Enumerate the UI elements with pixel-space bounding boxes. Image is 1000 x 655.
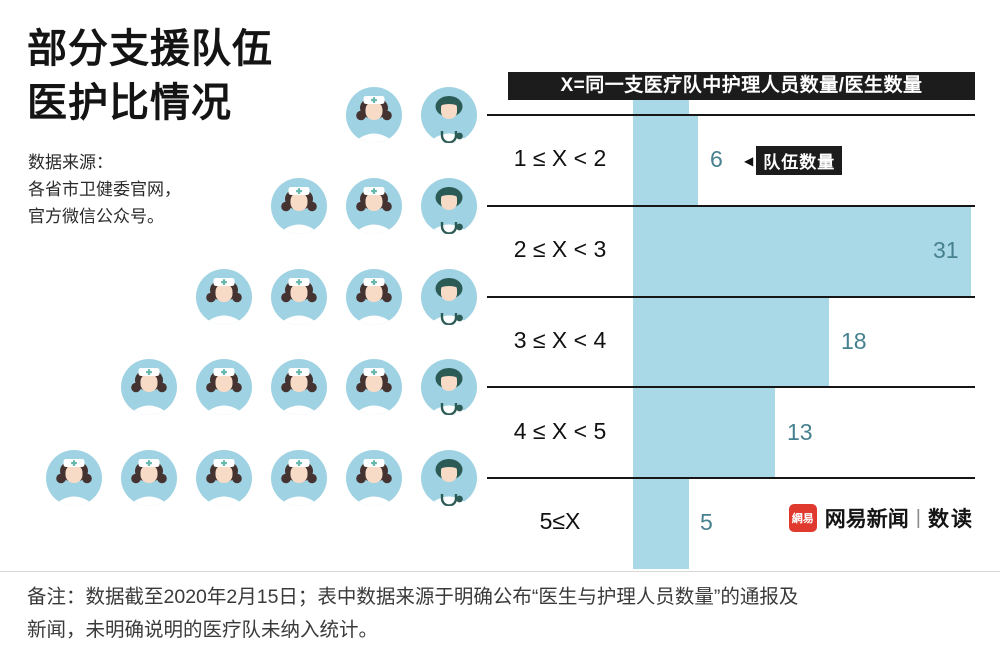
brand-divider-mark: | [915,506,921,529]
netease-logo-icon: 網易 [788,504,817,532]
footer-divider [0,571,1000,572]
brand-footer: 網易 网易新闻 | 数读 [788,503,974,533]
doctor-avatar-icon [421,269,477,325]
nurse-avatar-icon [196,269,252,325]
annotation-badge: ◀ 队伍数量 [744,146,843,175]
nurse-avatar-icon [196,359,252,415]
source-line: 数据来源： [28,153,113,172]
nurse-avatar-icon [271,269,327,325]
category-label: 4 ≤ X < 5 [513,417,607,444]
page-title: 部分支援队伍 医护比情况 [27,22,273,130]
source-line: 官方微信公众号。 [28,207,164,226]
left-arrow-icon: ◀ [744,153,754,168]
nurse-avatar-icon [121,359,177,415]
nurse-avatar-icon [346,178,402,234]
category-label: 5≤X [539,508,581,535]
bar-value: 18 [841,327,867,354]
nurse-avatar-icon [271,178,327,234]
doctor-avatar-icon [421,359,477,415]
nurse-avatar-icon [346,269,402,325]
bar-value: 31 [933,237,959,264]
chart-gridline [487,296,975,298]
doctor-avatar-icon [421,87,477,143]
brand-sub: 数读 [928,508,974,531]
chart-gridline [487,205,975,207]
nurse-avatar-icon [346,87,402,143]
chart-bar [633,205,971,297]
category-label: 2 ≤ X < 3 [513,236,607,263]
title-line2: 医护比情况 [27,81,232,125]
nurse-avatar-icon [346,359,402,415]
chart-gridline [487,477,975,479]
chart-bar [633,478,688,569]
bar-value: 5 [700,509,713,536]
source-line: 各省市卫健委官网， [28,180,181,199]
doctor-avatar-icon [421,450,477,506]
footnote: 备注：数据截至2020年2月15日；表中数据来源于明确公布“医生与护理人员数量”… [27,581,981,647]
chart-bar [633,115,698,206]
title-line1: 部分支援队伍 [27,27,273,71]
nurse-avatar-icon [271,450,327,506]
nurse-avatar-icon [46,450,102,506]
nurse-avatar-icon [196,450,252,506]
doctor-avatar-icon [421,178,477,234]
bar-value: 6 [710,146,723,173]
chart-bar [633,296,829,388]
category-label: 3 ≤ X < 4 [513,326,607,353]
bar-value: 13 [787,418,813,445]
nurse-avatar-icon [271,359,327,415]
chart-gridline [487,386,975,388]
category-label: 1 ≤ X < 2 [513,145,607,172]
data-source: 数据来源： 各省市卫健委官网， 官方微信公众号。 [28,149,181,230]
chart-bar [633,387,775,479]
chart-gridline [487,114,975,116]
brand-name: 网易新闻 [824,508,909,531]
nurse-avatar-icon [121,450,177,506]
footnote-line: 备注：数据截至2020年2月15日；表中数据来源于明确公布“医生与护理人员数量”… [27,586,799,608]
formula-header: X=同一支医疗队中护理人员数量/医生数量 [508,72,975,100]
nurse-avatar-icon [346,450,402,506]
annotation-label: 队伍数量 [756,146,843,175]
footnote-line: 新闻，未明确说明的医疗队未纳入统计。 [27,619,379,641]
